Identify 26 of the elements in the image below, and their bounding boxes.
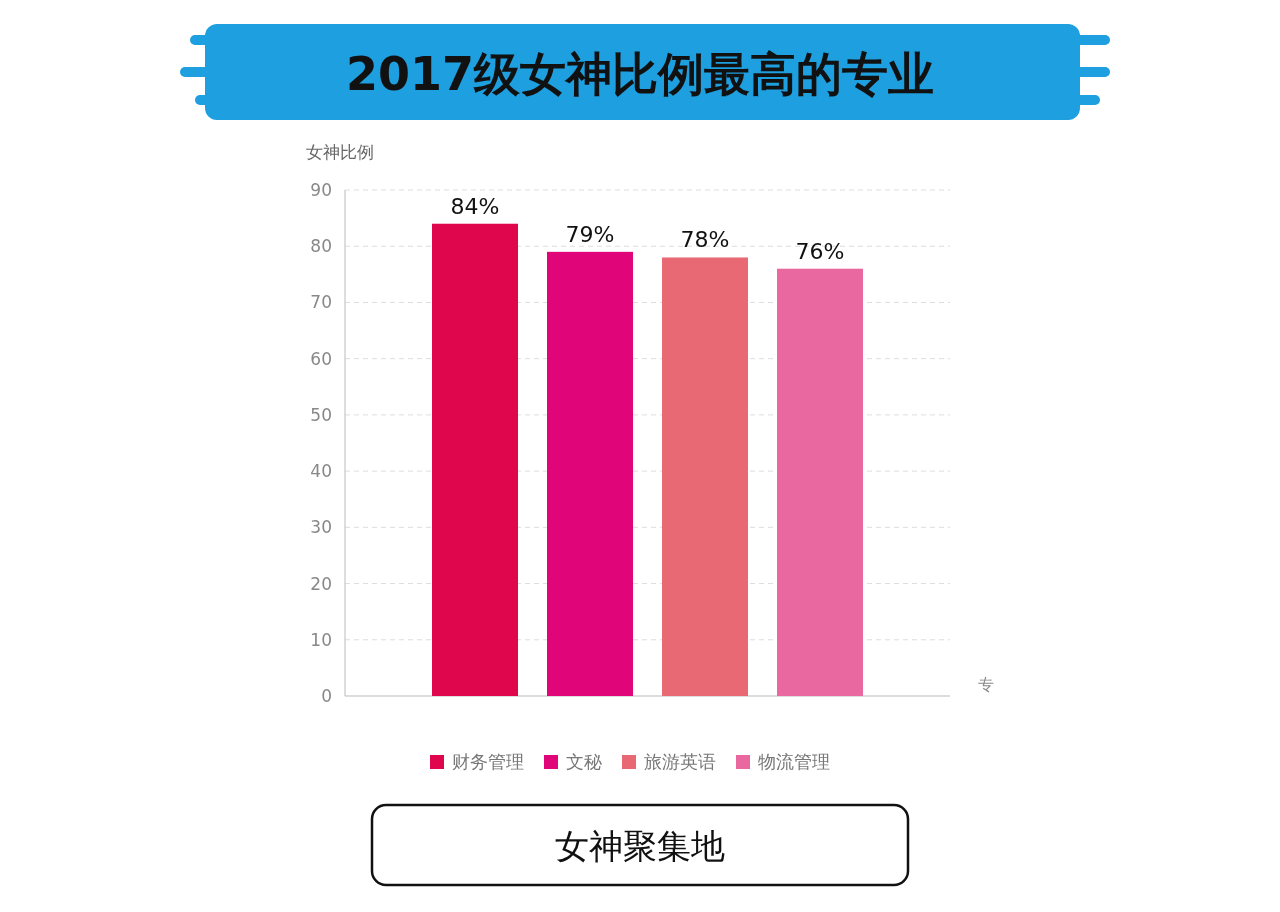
y-tick-label: 40 <box>310 461 332 482</box>
bar <box>777 268 863 696</box>
bar <box>432 223 518 696</box>
y-axis-title: 女神比例 <box>306 142 374 162</box>
bar <box>662 257 748 696</box>
y-tick-label: 20 <box>310 573 332 594</box>
y-tick-label: 90 <box>310 180 332 200</box>
y-tick-label: 70 <box>310 292 332 313</box>
legend-label: 文秘 <box>566 751 602 772</box>
y-tick-label: 50 <box>310 404 332 425</box>
data-label: 78% <box>680 227 730 253</box>
y-tick-label: 80 <box>310 236 332 257</box>
data-label: 84% <box>450 193 500 219</box>
x-axis-title: 专 <box>978 675 994 694</box>
y-tick-label: 60 <box>310 348 332 369</box>
y-tick-label: 10 <box>310 629 332 650</box>
legend-label: 物流管理 <box>758 751 830 772</box>
data-label: 76% <box>795 238 845 264</box>
bar <box>547 251 633 696</box>
legend-label: 财务管理 <box>452 751 524 772</box>
chart-title: 2017级女神比例最高的专业 <box>345 47 935 101</box>
legend-label: 旅游英语 <box>644 751 716 772</box>
y-tick-label: 30 <box>310 517 332 538</box>
y-tick-label: 0 <box>321 686 332 706</box>
text: 女神聚集地 <box>555 826 725 866</box>
data-label: 79% <box>565 221 615 247</box>
